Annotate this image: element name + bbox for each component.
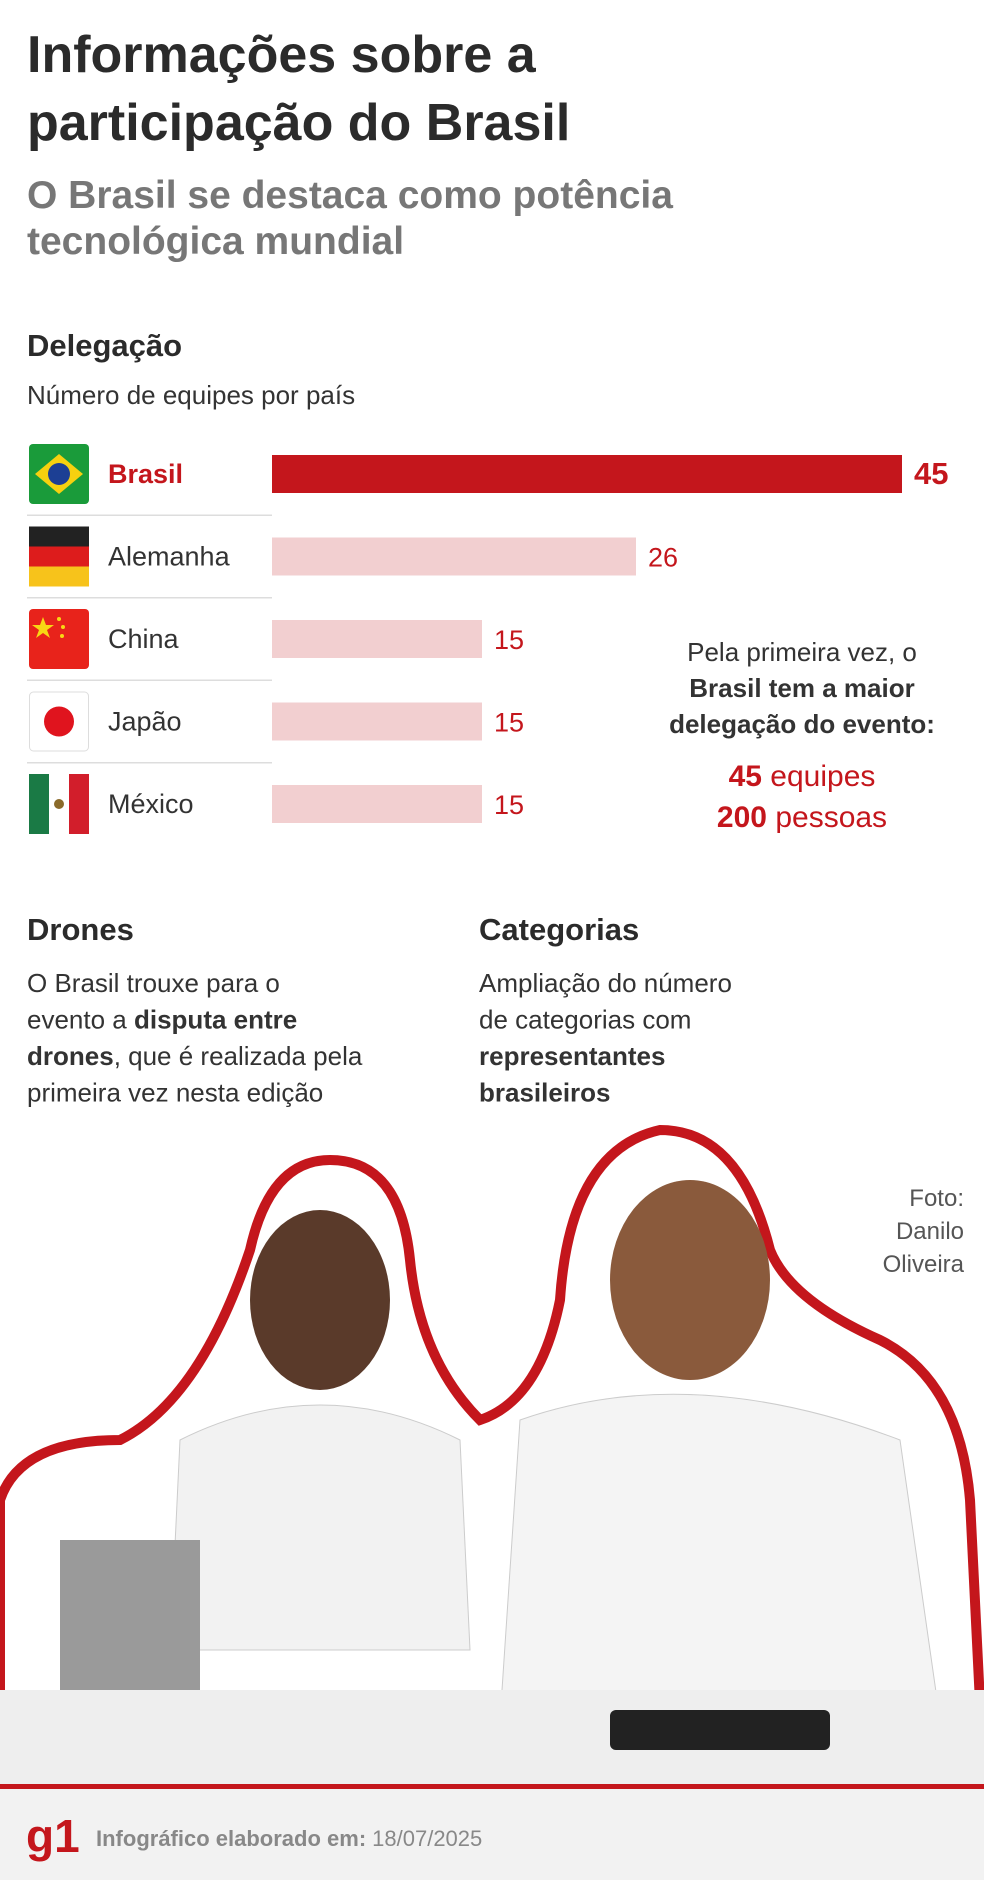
text-run: brasileiros xyxy=(479,1078,611,1108)
footer-text: Infográfico elaborado em: 18/07/2025 xyxy=(96,1826,482,1851)
note-stat: 200 pessoas xyxy=(717,801,887,834)
text-run: equipes xyxy=(762,760,875,793)
footer-date: 18/07/2025 xyxy=(372,1826,482,1851)
drones-line: drones, que é realizada pela xyxy=(27,1041,363,1071)
note-line: Pela primeira vez, o xyxy=(687,637,917,667)
chart-subtitle: Número de equipes por país xyxy=(27,380,355,410)
text-run: pessoas xyxy=(767,801,887,834)
categorias-line: brasileiros xyxy=(479,1078,611,1108)
flags xyxy=(29,444,89,834)
flag-mexico xyxy=(29,774,89,834)
title: Informações sobre a xyxy=(27,26,537,84)
footer-rule xyxy=(0,1784,984,1789)
chart-title: Delegação xyxy=(27,328,182,363)
value-label: 45 xyxy=(914,456,948,491)
flag-china xyxy=(29,609,89,669)
section-title: Drones xyxy=(27,912,134,947)
text-run: Pela primeira vez, o xyxy=(687,637,917,667)
text-run: representantes xyxy=(479,1041,665,1071)
text-run: primeira vez nesta edição xyxy=(27,1078,323,1108)
text-run: drones xyxy=(27,1041,114,1071)
value-label: 15 xyxy=(494,790,524,820)
category-label: Japão xyxy=(108,707,182,737)
text-run: 200 xyxy=(717,801,767,834)
bar xyxy=(272,702,482,741)
photo-credit: Danilo xyxy=(896,1218,964,1245)
subtitle: tecnológica mundial xyxy=(27,220,404,263)
category-label: Brasil xyxy=(108,459,183,489)
value-label: 15 xyxy=(494,708,524,738)
categorias-line: de categorias com xyxy=(479,1005,691,1035)
categorias-line: representantes xyxy=(479,1041,665,1071)
text-run: delegação do evento: xyxy=(669,709,935,739)
categorias-line: Ampliação do número xyxy=(479,968,732,998)
category-label: Alemanha xyxy=(108,542,231,572)
note-line: Brasil tem a maior xyxy=(689,673,914,703)
footer-bg xyxy=(0,1784,984,1880)
title: participação do Brasil xyxy=(27,94,570,152)
flag-brasil xyxy=(29,444,89,504)
category-label: México xyxy=(108,789,194,819)
photo-credit: Foto: xyxy=(909,1185,964,1212)
bar xyxy=(272,620,482,658)
photo xyxy=(0,1124,984,1789)
text-run: de categorias com xyxy=(479,1005,691,1035)
photo-credit: Oliveira xyxy=(883,1251,965,1278)
note-line: delegação do evento: xyxy=(669,709,935,739)
text-run: evento a xyxy=(27,1005,134,1035)
bar xyxy=(272,537,636,576)
flag-japao xyxy=(29,691,89,752)
text-run: disputa entre xyxy=(134,1005,297,1035)
subtitle: O Brasil se destaca como potência xyxy=(27,174,673,217)
drones-line: primeira vez nesta edição xyxy=(27,1078,323,1108)
logo: g1 xyxy=(26,1810,80,1862)
flag-alemanha xyxy=(29,526,89,587)
bar xyxy=(272,455,902,493)
text-run: O Brasil trouxe para o xyxy=(27,968,280,998)
footer-label: Infográfico elaborado em: xyxy=(96,1826,366,1851)
text-run: , que é realizada pela xyxy=(114,1041,363,1071)
text-run: 45 xyxy=(729,760,762,793)
bar xyxy=(272,785,482,823)
section-title: Categorias xyxy=(479,912,639,947)
category-label: China xyxy=(108,624,180,654)
value-label: 26 xyxy=(648,543,678,573)
note-stat: 45 equipes xyxy=(729,760,876,793)
text-run: Ampliação do número xyxy=(479,968,732,998)
value-label: 15 xyxy=(494,625,524,655)
text-run: Brasil tem a maior xyxy=(689,673,914,703)
drones-line: evento a disputa entre xyxy=(27,1005,297,1035)
drones-line: O Brasil trouxe para o xyxy=(27,968,280,998)
